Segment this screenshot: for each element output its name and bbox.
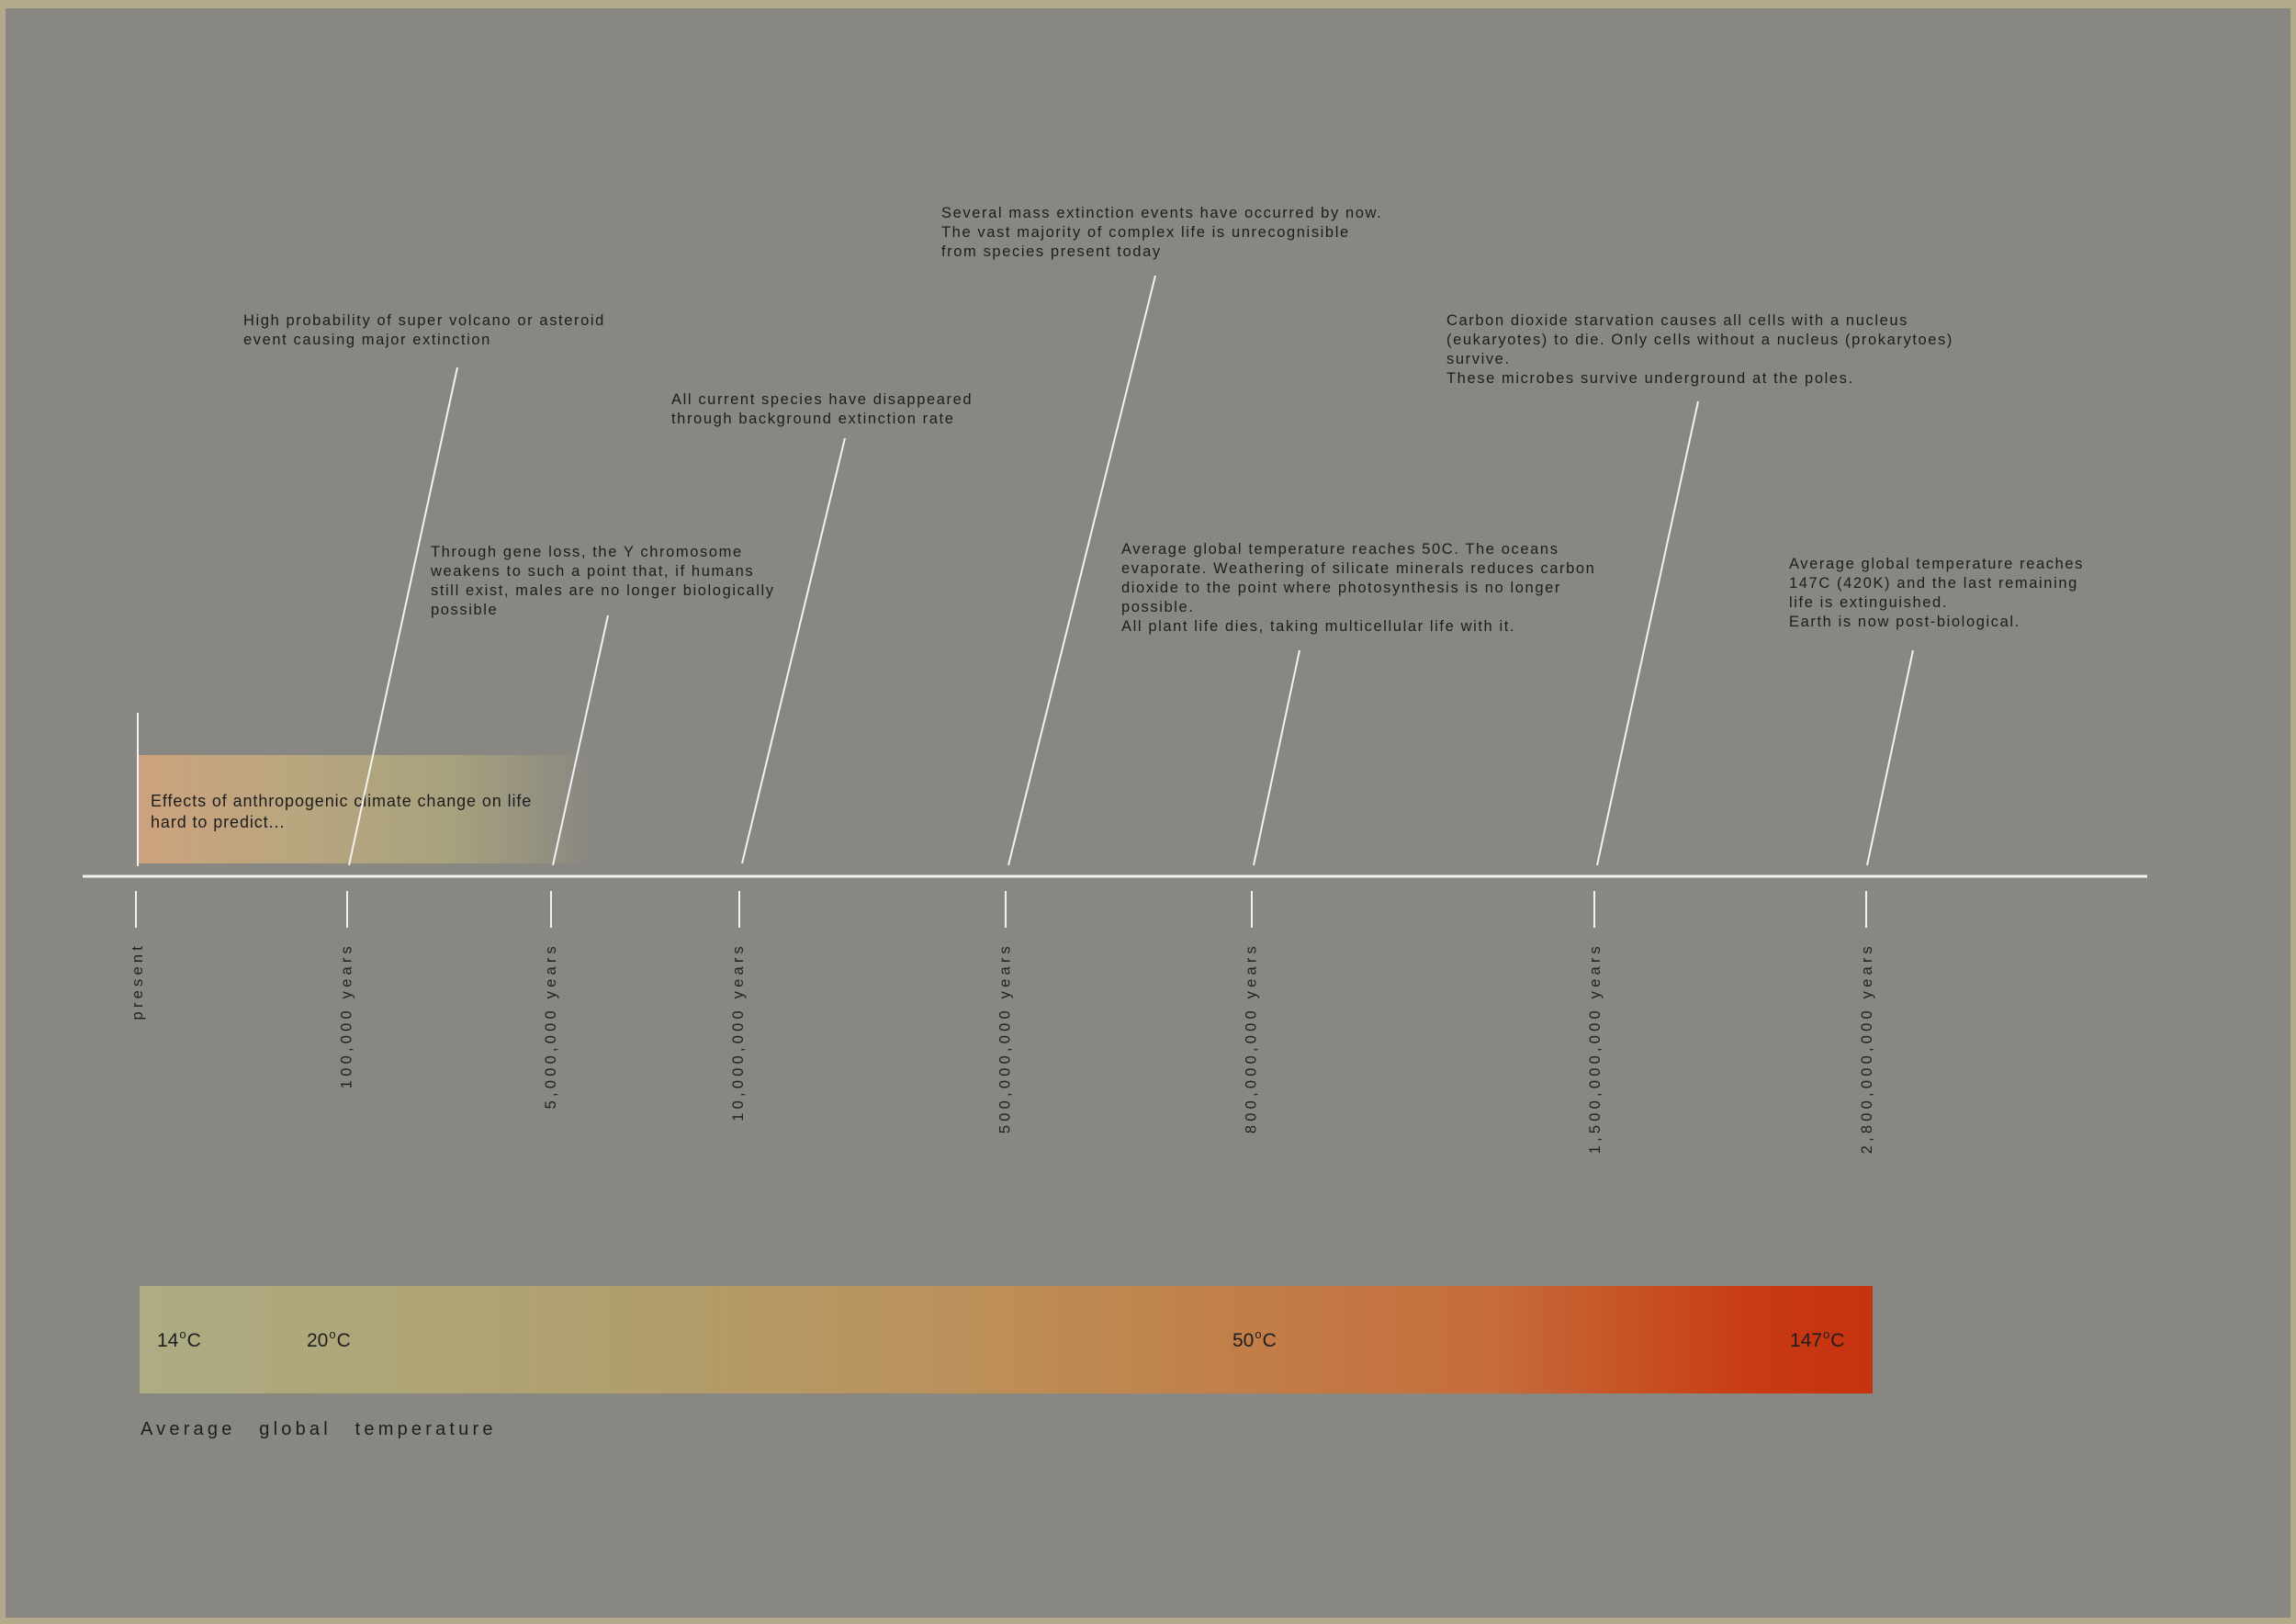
climate-change-note: Effects of anthropogenic climate change … (151, 792, 533, 831)
annotation-y-chromosome: Through gene loss, the Y chromosome weak… (431, 544, 775, 618)
climate-change-gradient-box (138, 755, 592, 863)
leader-line (552, 615, 609, 866)
temp-label-20: 20oC (307, 1327, 351, 1351)
annotation-supervolcano: High probability of super volcano or ast… (243, 312, 605, 348)
leader-line (1866, 649, 1914, 866)
temperature-caption: Average global temperature (141, 1419, 497, 1439)
leader-line (741, 437, 846, 864)
timeline-ticks (135, 891, 1867, 928)
annotation-species-disappeared: All current species have disappeared thr… (671, 391, 974, 427)
annotation-mass-extinctions: Several mass extinction events have occu… (941, 205, 1383, 260)
temp-label-14: 14oC (157, 1327, 201, 1351)
annotation-oceans-evaporate: Average global temperature reaches 50C. … (1121, 541, 1596, 635)
temp-label-147: 147oC (1790, 1327, 1845, 1351)
temperature-gradient-bar (140, 1286, 1873, 1393)
leader-line (348, 367, 458, 866)
leader-line (1253, 649, 1300, 866)
leader-lines (348, 275, 1914, 866)
leader-line (1007, 275, 1156, 866)
temp-label-50: 50oC (1232, 1327, 1277, 1351)
leader-line (1596, 400, 1699, 866)
annotation-co2-starvation: Carbon dioxide starvation causes all cel… (1446, 312, 1953, 387)
annotation-post-biological: Average global temperature reaches 147C … (1789, 556, 2085, 630)
